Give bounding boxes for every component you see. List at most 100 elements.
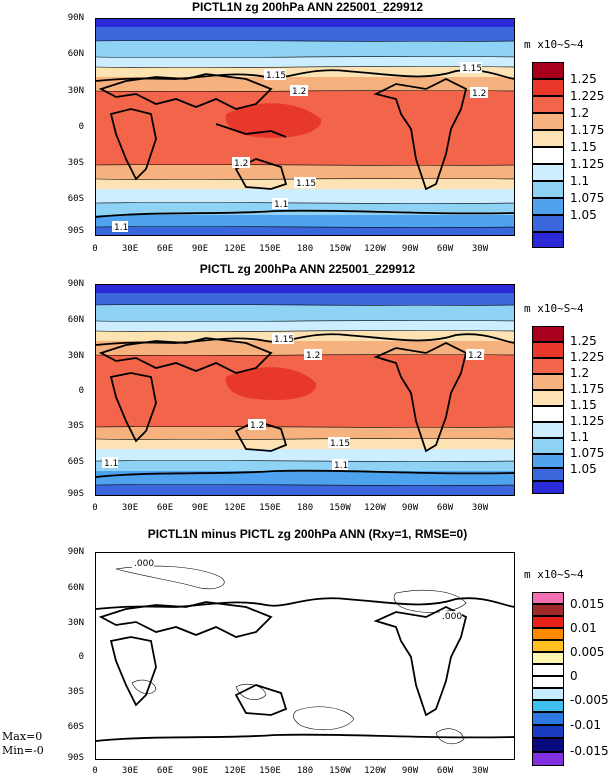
lon-tick: 60E — [156, 766, 174, 776]
map-svg: .000 .000 — [96, 553, 514, 759]
colorbar-box — [532, 468, 564, 481]
lon-tick: 60E — [156, 244, 174, 254]
lat-tick: 30N — [67, 351, 84, 361]
lat-tick: 30S — [67, 421, 84, 431]
lon-tick: 180 — [296, 503, 314, 513]
colorbar-label: 1.075 — [570, 191, 605, 205]
lat-tick: 0 — [78, 122, 84, 132]
colorbar-box — [532, 752, 564, 766]
lon-tick: 90W — [401, 766, 419, 776]
colorbar-box — [532, 326, 564, 342]
colorbar-box — [532, 147, 564, 164]
colorbar-box — [532, 454, 564, 468]
lon-tick: 150E — [259, 503, 281, 513]
lon-tick: 180 — [296, 244, 314, 254]
colorbar-label: 0.01 — [570, 621, 597, 635]
colorbar-label: 1.175 — [570, 382, 605, 396]
contour-label: .000 — [134, 559, 154, 569]
colorbar-label: 1.15 — [570, 398, 597, 412]
lon-tick: 150W — [329, 503, 351, 513]
colorbar-box — [532, 181, 564, 198]
colorbar-box — [532, 481, 564, 494]
lon-tick: 120E — [224, 244, 246, 254]
colorbar-label: -0.01 — [570, 718, 602, 732]
contour-label: 1.1 — [114, 223, 128, 233]
units-label: m x10~S~4 — [524, 38, 584, 51]
lon-tick: 60W — [436, 503, 454, 513]
lon-tick: 30W — [471, 503, 489, 513]
colorbar-box — [532, 374, 564, 390]
lon-tick: 150W — [329, 244, 351, 254]
colorbar-label: 0.005 — [570, 645, 605, 659]
colorbar-box — [532, 198, 564, 215]
panel-title: PICTL1N zg 200hPa ANN 225001_229912 — [191, 0, 423, 14]
lon-tick: 120E — [224, 766, 246, 776]
colorbar-label: 1.15 — [570, 140, 597, 154]
panel-pictl1n: PICTL1N zg 200hPa ANN 225001_229912 — [0, 0, 615, 262]
lat-tick: 30S — [67, 158, 84, 168]
lat-tick: 60N — [67, 49, 84, 59]
lat-tick: 0 — [78, 386, 84, 396]
colorbar-box — [532, 700, 564, 712]
map-plot: .000 .000 — [95, 552, 515, 760]
lon-tick: 30E — [121, 244, 139, 254]
colorbar-box — [532, 592, 564, 604]
map-plot: 1.15 1.2 1.2 1.2 1.15 1.1 1.1 — [95, 284, 515, 496]
colorbar-label: 1.225 — [570, 350, 605, 364]
lon-tick: 60W — [436, 244, 454, 254]
lon-tick: 30W — [471, 244, 489, 254]
lon-tick: 0 — [92, 503, 98, 513]
min-stat: Min=-0 — [2, 744, 44, 757]
contour-label: 1.15 — [296, 179, 316, 189]
colorbar: 1.25 1.225 1.2 1.175 1.15 1.125 1.1 1.07… — [532, 326, 604, 494]
lat-tick: 0 — [78, 652, 84, 662]
colorbar-box — [532, 390, 564, 406]
colorbar-box — [532, 79, 564, 96]
colorbar-label: 1.1 — [570, 174, 590, 188]
colorbar: 1.25 1.225 1.2 1.175 1.15 1.125 1.1 1.07… — [532, 62, 604, 248]
colorbar-box — [532, 640, 564, 652]
contour-label: 1.15 — [266, 71, 286, 81]
colorbar-box — [532, 113, 564, 130]
lon-tick: 120W — [364, 503, 386, 513]
colorbar-box — [532, 725, 564, 738]
units-label: m x10~S~4 — [524, 568, 584, 581]
colorbar-box — [532, 232, 564, 248]
lat-tick: 60S — [67, 457, 84, 467]
colorbar-label: -0.015 — [570, 744, 609, 758]
lon-tick: 120W — [364, 244, 386, 254]
contour-label: 1.1 — [274, 200, 288, 210]
colorbar-label: 1.05 — [570, 462, 597, 476]
panel-title: PICTL zg 200hPa ANN 225001_229912 — [199, 262, 416, 276]
lon-tick: 30E — [121, 766, 139, 776]
colorbar-box — [532, 676, 564, 688]
colorbar-label: 1.175 — [570, 123, 605, 137]
lat-tick: 90N — [67, 547, 84, 557]
colorbar-box — [532, 164, 564, 181]
colorbar-label: 1.2 — [570, 366, 590, 380]
contour-label: 1.2 — [292, 87, 306, 97]
lat-tick: 90N — [67, 279, 84, 289]
colorbar-label: 1.075 — [570, 446, 605, 460]
panel-pictl: PICTL zg 200hPa ANN 225001_229912 — [0, 262, 615, 524]
panel-difference: PICTL1N minus PICTL zg 200hPa ANN (Rxy=1… — [0, 524, 615, 782]
contour-label: 1.2 — [234, 159, 248, 169]
colorbar-box — [532, 358, 564, 374]
colorbar-box — [532, 215, 564, 232]
lon-tick: 150E — [259, 766, 281, 776]
lon-tick: 0 — [92, 244, 98, 254]
lon-tick: 0 — [92, 766, 98, 776]
contour-label: 1.15 — [462, 64, 482, 74]
lat-tick: 60N — [67, 583, 84, 593]
colorbar-label: 0 — [570, 669, 578, 683]
colorbar-box — [532, 652, 564, 664]
lon-tick: 60E — [156, 503, 174, 513]
colorbar: 0.015 0.01 0.005 0 -0.005 -0.01 -0.015 — [532, 592, 609, 766]
lat-tick: 90N — [67, 13, 84, 23]
lat-tick: 90S — [67, 226, 84, 236]
colorbar-label: 1.125 — [570, 414, 605, 428]
colorbar-label: -0.005 — [570, 693, 609, 707]
lon-tick: 90E — [191, 766, 209, 776]
colorbar-box — [532, 628, 564, 640]
lat-tick: 30N — [67, 86, 84, 96]
